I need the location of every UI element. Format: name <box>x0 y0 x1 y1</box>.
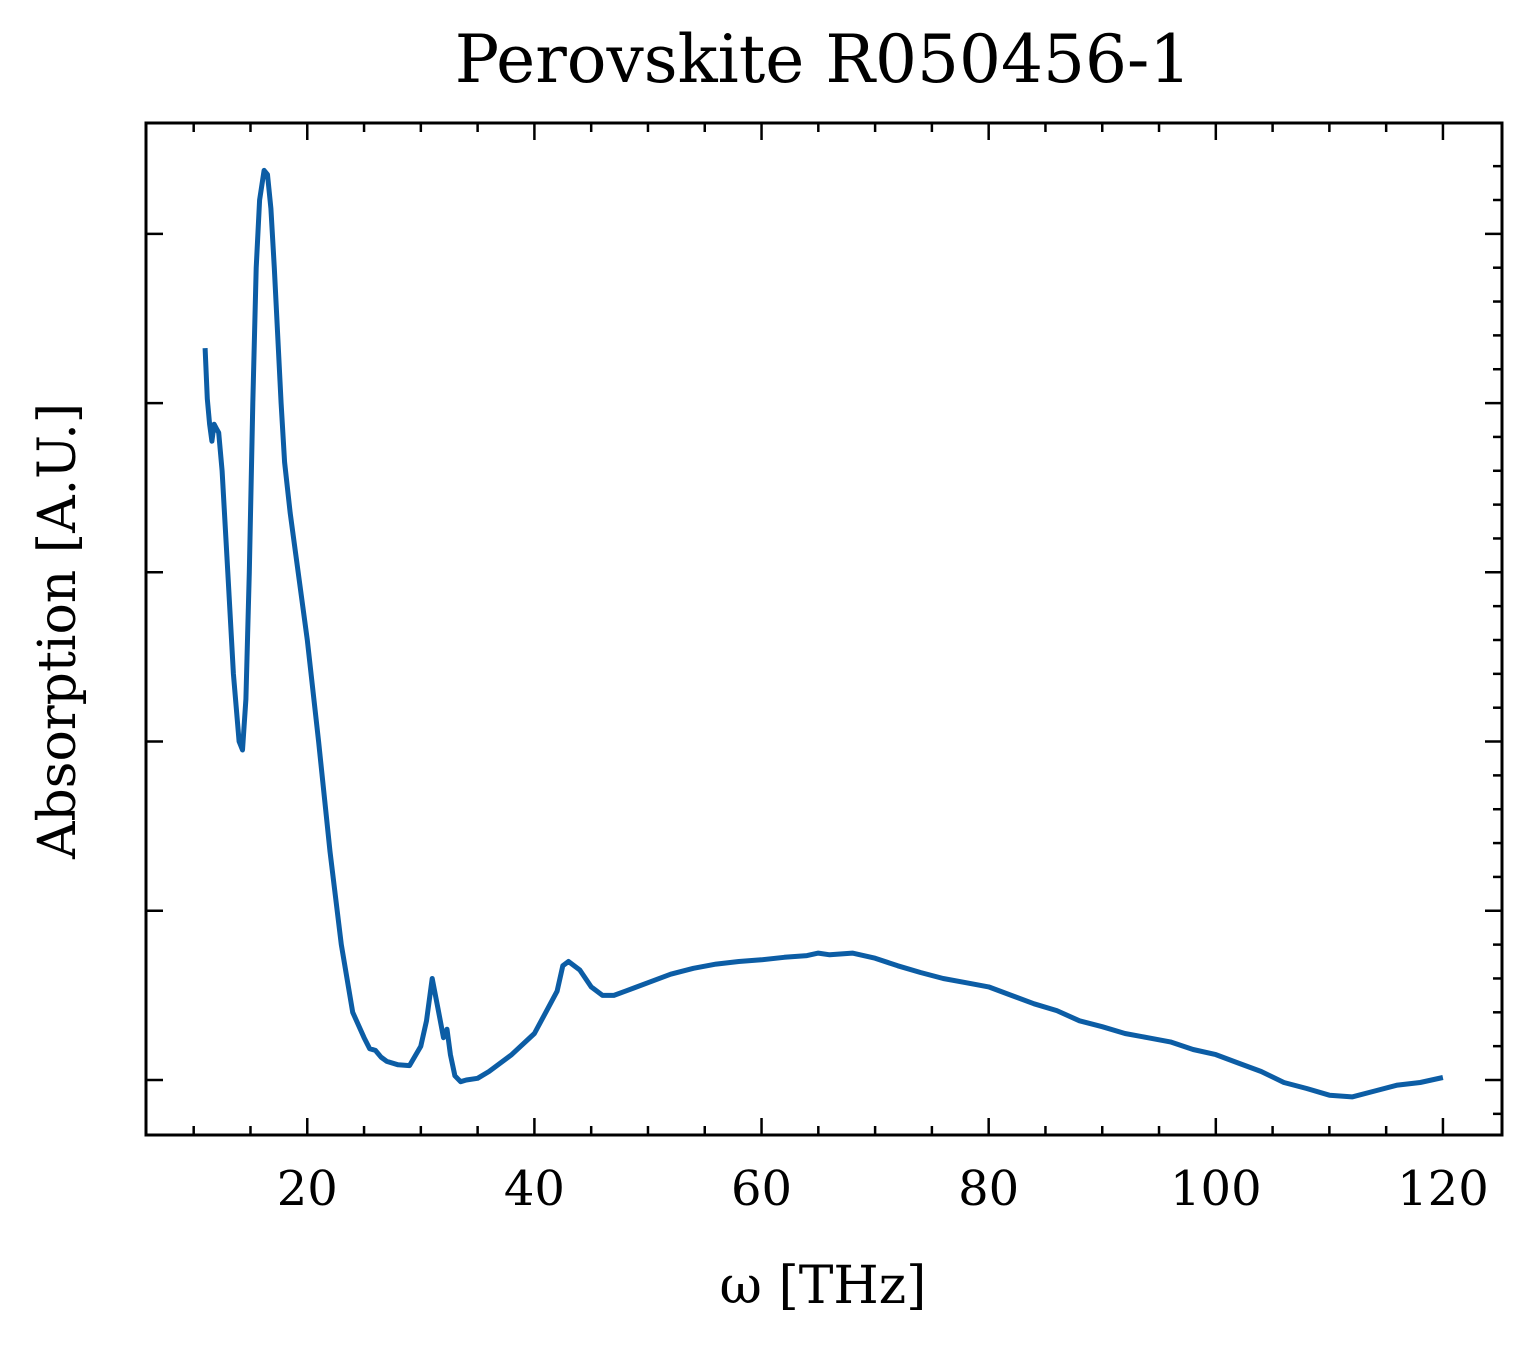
x-tick-label: 60 <box>731 1161 792 1217</box>
absorption-series-line <box>202 167 1444 1100</box>
x-tick-label: 40 <box>504 1161 565 1217</box>
chart-title: Perovskite R050456-1 <box>455 21 1192 98</box>
x-tick-label: 120 <box>1397 1161 1489 1217</box>
x-tick-label: 20 <box>277 1161 338 1217</box>
y-axis-label: Absorption [A.U.] <box>28 403 88 860</box>
plot-area-frame <box>144 121 1504 1137</box>
x-tick-label: 80 <box>958 1161 1019 1217</box>
x-axis-label: ω [THz] <box>720 1256 927 1316</box>
x-tick-labels: 20 40 60 80 100 120 <box>277 1161 1489 1217</box>
x-tick-label: 100 <box>1170 1161 1262 1217</box>
